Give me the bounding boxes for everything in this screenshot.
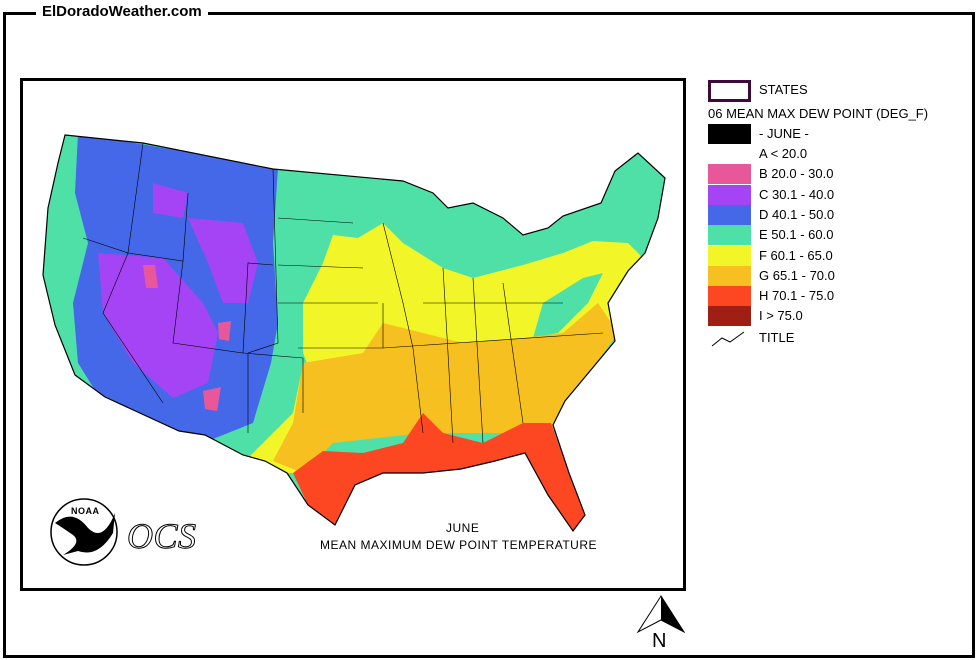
zone-b-1: [143, 265, 158, 288]
north-arrow-icon: [636, 595, 686, 634]
legend-states: STATES: [708, 80, 978, 102]
legend-swatch: [708, 225, 751, 246]
ocs-logo-text: OCS: [127, 516, 197, 557]
zone-c-2: [98, 253, 218, 398]
site-title: ElDoradoWeather.com: [36, 3, 208, 20]
legend-class-label: C 30.1 - 40.0: [759, 186, 835, 202]
legend-class-label: I > 75.0: [759, 308, 803, 324]
legend-class-label: D 40.1 - 50.0: [759, 206, 835, 222]
legend-class: D 40.1 - 50.0: [708, 204, 978, 225]
zone-c-3: [153, 183, 188, 218]
legend-swatch: [708, 144, 751, 164]
legend-class: B 20.0 - 30.0: [708, 164, 978, 185]
noaa-logo-text: NOAA: [71, 506, 100, 516]
legend-class-label: B 20.0 - 30.0: [759, 166, 834, 182]
state-lines: [82, 142, 604, 444]
zone-e-appalachia: [533, 273, 603, 338]
legend-class: A < 20.0: [708, 144, 978, 164]
legend-class: E 50.1 - 60.0: [708, 225, 978, 246]
legend-month: - JUNE -: [708, 124, 978, 144]
month-swatch: [708, 124, 751, 144]
legend-class-label: E 50.1 - 60.0: [759, 227, 834, 243]
zone-h: [293, 413, 585, 531]
legend-title-row: TITLE: [708, 328, 978, 348]
zone-b-3: [218, 321, 231, 341]
legend-class-label: A < 20.0: [759, 146, 808, 161]
legend-class: C 30.1 - 40.0: [708, 184, 978, 205]
north-label: N: [652, 630, 667, 652]
legend-swatch: [708, 286, 751, 307]
legend-class: H 70.1 - 75.0: [708, 286, 978, 307]
map-title-month: JUNE: [446, 521, 480, 535]
legend-title-label: TITLE: [759, 330, 795, 345]
legend-class-label: H 70.1 - 75.0: [759, 288, 835, 304]
legend-swatch: [708, 184, 751, 205]
legend-class: I > 75.0: [708, 306, 978, 327]
outer-frame: [3, 12, 975, 658]
states-swatch: [708, 80, 751, 102]
legend-swatch: [708, 306, 751, 327]
zone-c-1: [188, 218, 258, 303]
dew-point-map: [42, 134, 666, 566]
legend-layer-title: 06 MEAN MAX DEW POINT (DEG_F): [708, 104, 978, 124]
legend-swatch: [708, 204, 751, 225]
legend-class: F 60.1 - 65.0: [708, 245, 978, 266]
legend-class: G 65.1 - 70.0: [708, 265, 978, 286]
zone-b-2: [203, 387, 221, 411]
legend-class-label: G 65.1 - 70.0: [759, 267, 835, 283]
states-outline: [42, 134, 666, 533]
legend-layer-title-text: 06 MEAN MAX DEW POINT (DEG_F): [708, 106, 929, 121]
legend-swatch: [708, 245, 751, 266]
legend-class-label: F 60.1 - 65.0: [759, 247, 833, 263]
title-line-icon: [711, 331, 745, 347]
noaa-logo: [50, 498, 118, 566]
legend-month-label: - JUNE -: [759, 126, 809, 141]
legend-swatch: [708, 164, 751, 185]
legend-states-label: STATES: [759, 82, 808, 97]
legend-swatch: [708, 265, 751, 286]
map-title-main: MEAN MAXIMUM DEW POINT TEMPERATURE: [320, 538, 598, 552]
map-panel: NOAA OCS JUNE MEAN MAXIMUM DEW POINT TEM…: [20, 78, 686, 591]
